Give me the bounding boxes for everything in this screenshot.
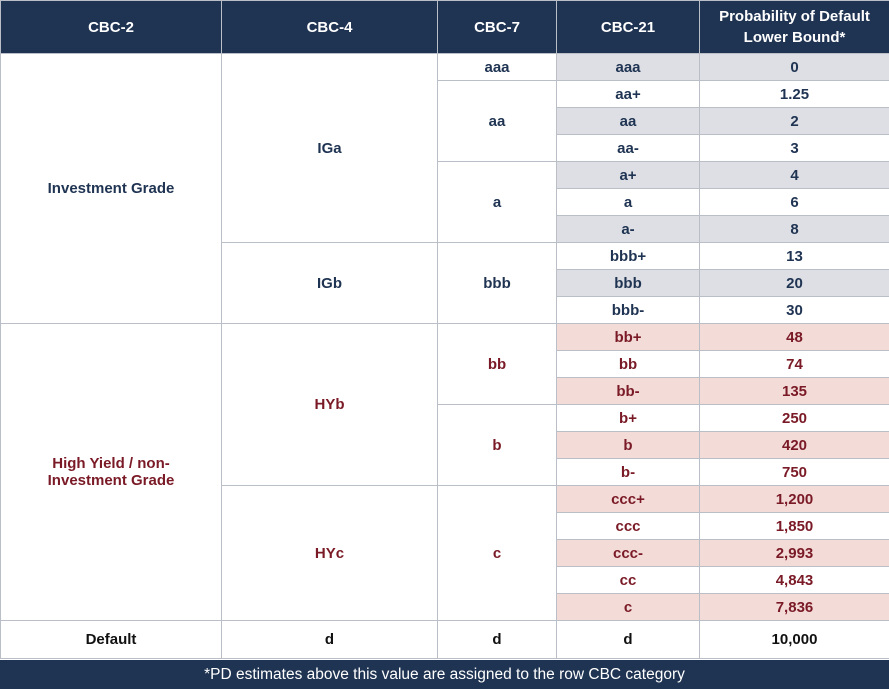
cbc7-aa: aa <box>437 80 557 162</box>
cbc21-cell: aa+ <box>556 80 700 108</box>
default-pd: 10,000 <box>699 620 889 659</box>
cbc21-cell: b <box>556 431 700 459</box>
table-row: bbb- 30 <box>1 296 889 324</box>
pd-cell: 250 <box>699 404 889 432</box>
header-cbc2: CBC-2 <box>0 0 222 54</box>
group-investment-grade: Investment Grade <box>0 53 222 324</box>
cbc21-cell: cc <box>556 566 700 594</box>
pd-cell: 2,993 <box>699 539 889 567</box>
table-row: bb 74 <box>1 350 889 378</box>
table-row: HYc c ccc+ 1,200 <box>1 485 889 621</box>
cbc21-cell: ccc <box>556 512 700 540</box>
header-row: CBC-2 CBC-4 CBC-7 CBC-21 Probability of … <box>0 0 889 54</box>
cbc7-c: c <box>437 485 557 621</box>
pd-cell: 0 <box>699 53 889 81</box>
pd-cell: 1,850 <box>699 512 889 540</box>
default-row: Default d d d 10,000 <box>0 620 889 659</box>
table-row: aa- 3 <box>1 134 889 162</box>
pd-cell: 4,843 <box>699 566 889 594</box>
cbc21-cell: bb <box>556 350 700 378</box>
default-cbc21: d <box>556 620 700 659</box>
pd-cell: 1.25 <box>699 80 889 108</box>
cbc7-bb: bb <box>437 323 557 405</box>
cbc21-cell: b+ <box>556 404 700 432</box>
pd-cell: 48 <box>699 323 889 351</box>
pd-cell: 135 <box>699 377 889 405</box>
pd-cell: 750 <box>699 458 889 486</box>
default-cbc4: d <box>221 620 438 659</box>
cbc7-aaa: aaa <box>437 53 557 81</box>
pd-cell: 8 <box>699 215 889 243</box>
table-row: High Yield / non-Investment Grade HYb bb… <box>0 323 889 621</box>
pd-cell: 3 <box>699 134 889 162</box>
cbc21-cell: ccc+ <box>556 485 700 513</box>
cbc21-cell: a+ <box>556 161 700 189</box>
group-hyb: HYb <box>221 323 438 486</box>
pd-cell: 7,836 <box>699 593 889 621</box>
default-cbc7: d <box>437 620 557 659</box>
pd-cell: 6 <box>699 188 889 216</box>
group-high-yield: High Yield / non-Investment Grade <box>0 323 222 621</box>
table-row: a a+ 4 <box>1 161 889 243</box>
group-igb: IGb <box>221 242 438 324</box>
cbc21-cell: b- <box>556 458 700 486</box>
cbc21-cell: bb- <box>556 377 700 405</box>
cbc21-cell: bb+ <box>556 323 700 351</box>
table-row: bbb 20 <box>1 269 889 297</box>
cbc21-cell: a <box>556 188 700 216</box>
pd-cell: 30 <box>699 296 889 324</box>
cbc21-cell: bbb+ <box>556 242 700 270</box>
cbc21-cell: a- <box>556 215 700 243</box>
cbc-mapping-table: CBC-2 CBC-4 CBC-7 CBC-21 Probability of … <box>0 0 889 659</box>
pd-cell: 13 <box>699 242 889 270</box>
pd-cell: 74 <box>699 350 889 378</box>
pd-cell: 2 <box>699 107 889 135</box>
header-cbc7: CBC-7 <box>437 0 557 54</box>
table-row: ccc 1,850 <box>1 512 889 540</box>
footnote: *PD estimates above this value are assig… <box>0 660 889 689</box>
cbc7-a: a <box>437 161 557 243</box>
header-cbc21: CBC-21 <box>556 0 700 54</box>
table-row: IGb bbb bbb+ 13 <box>1 242 889 324</box>
cbc7-bbb: bbb <box>437 242 557 324</box>
table-row: Investment Grade IGa aaa aaa 0 <box>0 53 889 324</box>
cbc21-cell: c <box>556 593 700 621</box>
table-row: bb- 135 <box>1 377 889 405</box>
cbc21-cell: aaa <box>556 53 700 81</box>
table-row: a- 8 <box>1 215 889 243</box>
group-iga: IGa <box>221 53 438 243</box>
header-pd-lower-bound: Probability of Default Lower Bound* <box>699 0 889 54</box>
default-cbc2: Default <box>0 620 222 659</box>
cbc21-cell: bbb <box>556 269 700 297</box>
header-cbc4: CBC-4 <box>221 0 438 54</box>
table-row: c 7,836 <box>1 593 889 621</box>
group-hyc: HYc <box>221 485 438 621</box>
cbc21-cell: aa <box>556 107 700 135</box>
cbc21-cell: ccc- <box>556 539 700 567</box>
pd-cell: 20 <box>699 269 889 297</box>
table-row: ccc- 2,993 <box>1 539 889 567</box>
cbc7-b: b <box>437 404 557 486</box>
cbc21-cell: bbb- <box>556 296 700 324</box>
pd-cell: 1,200 <box>699 485 889 513</box>
pd-cell: 4 <box>699 161 889 189</box>
cbc21-cell: aa- <box>556 134 700 162</box>
pd-cell: 420 <box>699 431 889 459</box>
